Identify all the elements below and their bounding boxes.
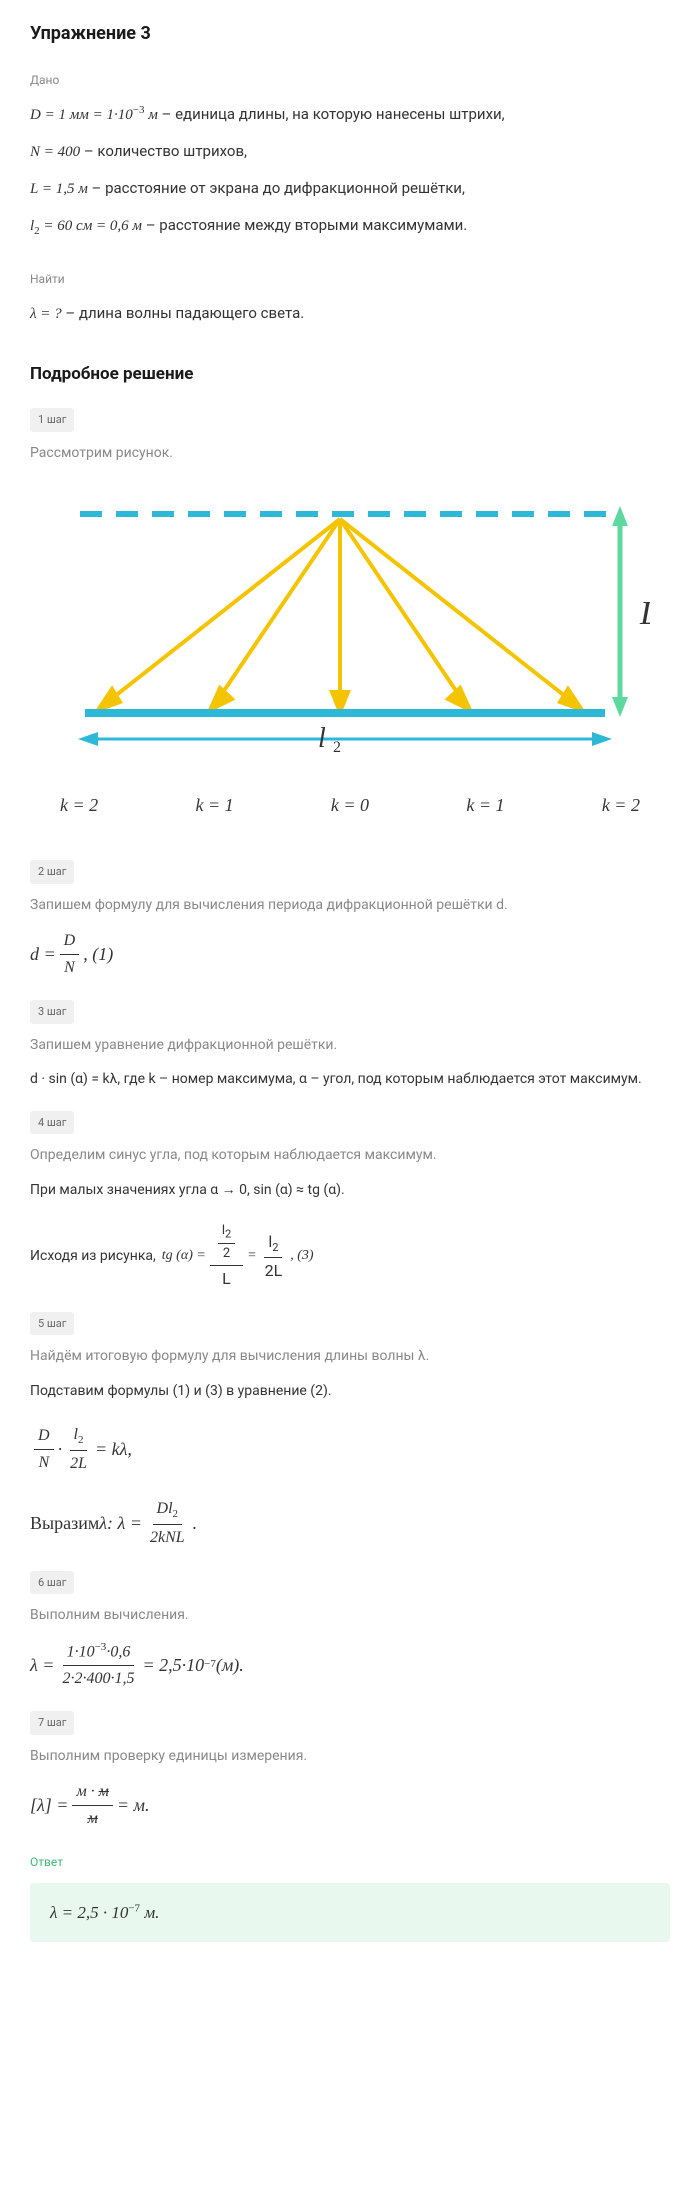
step-3: 3 шаг Запишем уравнение дифракционной ре… — [30, 1000, 670, 1090]
exercise-title: Упражнение 3 — [30, 20, 670, 49]
step-4-label: 4 шаг — [30, 1111, 74, 1135]
answer-box: λ = 2,5 · 10−7 м. — [30, 1883, 670, 1942]
given-expr-3: L = 1,5 м — [30, 181, 88, 197]
given-expr-4: l2 = 60 см = 0,6 м — [30, 218, 142, 234]
step-5-formula1: DN · l22L = kλ, — [30, 1422, 670, 1476]
k-label-3: k = 1 — [466, 791, 504, 820]
step-7-formula: [λ] = м · мм = м. — [30, 1779, 670, 1831]
step-4-intro: Исходя из рисунка, — [30, 1245, 156, 1267]
step-5-text: Найдём итоговую формулу для вычисления д… — [30, 1345, 670, 1367]
given-desc-2: – количество штрихов, — [80, 142, 247, 160]
svg-text:l: l — [318, 723, 326, 754]
step-2-formula: d = DN, (1) — [30, 928, 670, 980]
k-label-4: k = 2 — [602, 791, 640, 820]
answer-label: Ответ — [30, 1853, 63, 1872]
step-5-label: 5 шаг — [30, 1312, 74, 1336]
k-label-0: k = 2 — [60, 791, 98, 820]
k-label-1: k = 1 — [195, 791, 233, 820]
L-label: L — [639, 595, 650, 632]
step-3-label: 3 шаг — [30, 1000, 74, 1024]
find-desc: – длина волны падающего света. — [62, 304, 305, 322]
given-line-1: D = 1 мм = 1·10−3 м – единица длины, на … — [30, 102, 670, 127]
step-5: 5 шаг Найдём итоговую формулу для вычисл… — [30, 1312, 670, 1551]
solution-title: Подробное решение — [30, 361, 670, 388]
given-desc-1: – единица длины, на которую нанесены штр… — [158, 105, 505, 123]
step-2-label: 2 шаг — [30, 860, 74, 884]
step-3-text: Запишем уравнение дифракционной решётки. — [30, 1034, 670, 1056]
step-7: 7 шаг Выполним проверку единицы измерени… — [30, 1711, 670, 1831]
given-line-2: N = 400 – количество штрихов, — [30, 139, 670, 164]
step-7-label: 7 шаг — [30, 1711, 74, 1735]
given-expr-1: D = 1 мм = 1·10−3 м — [30, 107, 158, 123]
step-2-text: Запишем формулу для вычисления периода д… — [30, 894, 670, 916]
step-1: 1 шаг Рассмотрим рисунок. — [30, 408, 670, 464]
step-6-label: 6 шаг — [30, 1571, 74, 1595]
step-5-formula2: Выразим λ: λ = Dl22kNL. — [30, 1496, 670, 1550]
step-4-text: Определим синус угла, под которым наблюд… — [30, 1144, 670, 1166]
find-line: λ = ? – длина волны падающего света. — [30, 301, 670, 326]
find-label: Найти — [30, 268, 65, 291]
diffraction-diagram: L l 2 k = 2 k = 1 k = 0 k = 1 k = 2 — [30, 484, 670, 830]
step-1-label: 1 шаг — [30, 408, 74, 432]
find-expr: λ = ? — [30, 306, 62, 322]
step-4: 4 шаг Определим синус угла, под которым … — [30, 1111, 670, 1292]
given-line-3: L = 1,5 м – расстояние от экрана до дифр… — [30, 176, 670, 201]
given-desc-3: – расстояние от экрана до дифракционной … — [88, 179, 465, 197]
given-line-4: l2 = 60 см = 0,6 м – расстояние между вт… — [30, 213, 670, 241]
step-1-text: Рассмотрим рисунок. — [30, 442, 670, 464]
given-expr-2: N = 400 — [30, 144, 80, 160]
svg-text:2: 2 — [333, 739, 341, 756]
step-3-content: d · sin (α) = kλ, где k – номер максимум… — [30, 1068, 670, 1090]
step-6: 6 шаг Выполним вычисления. λ = 1·10−3·0,… — [30, 1571, 670, 1692]
step-4-content: При малых значениях угла α → 0, sin (α) … — [30, 1179, 670, 1201]
k-label-2: k = 0 — [331, 791, 369, 820]
step-4-content2: Исходя из рисунка, tg (α) = l22 L = l22L… — [30, 1221, 670, 1292]
given-desc-4: – расстояние между вторыми максимумами. — [142, 216, 467, 234]
k-labels-row: k = 2 k = 1 k = 0 k = 1 k = 2 — [50, 791, 650, 820]
step-7-text: Выполним проверку единицы измерения. — [30, 1745, 670, 1767]
step-6-text: Выполним вычисления. — [30, 1604, 670, 1626]
step-2: 2 шаг Запишем формулу для вычисления пер… — [30, 860, 670, 980]
given-label: Дано — [30, 69, 59, 92]
step-5-content: Подставим формулы (1) и (3) в уравнение … — [30, 1380, 670, 1402]
step-6-formula: λ = 1·10−3·0,62·2·400·1,5 = 2,5·10−7 (м)… — [30, 1639, 670, 1692]
